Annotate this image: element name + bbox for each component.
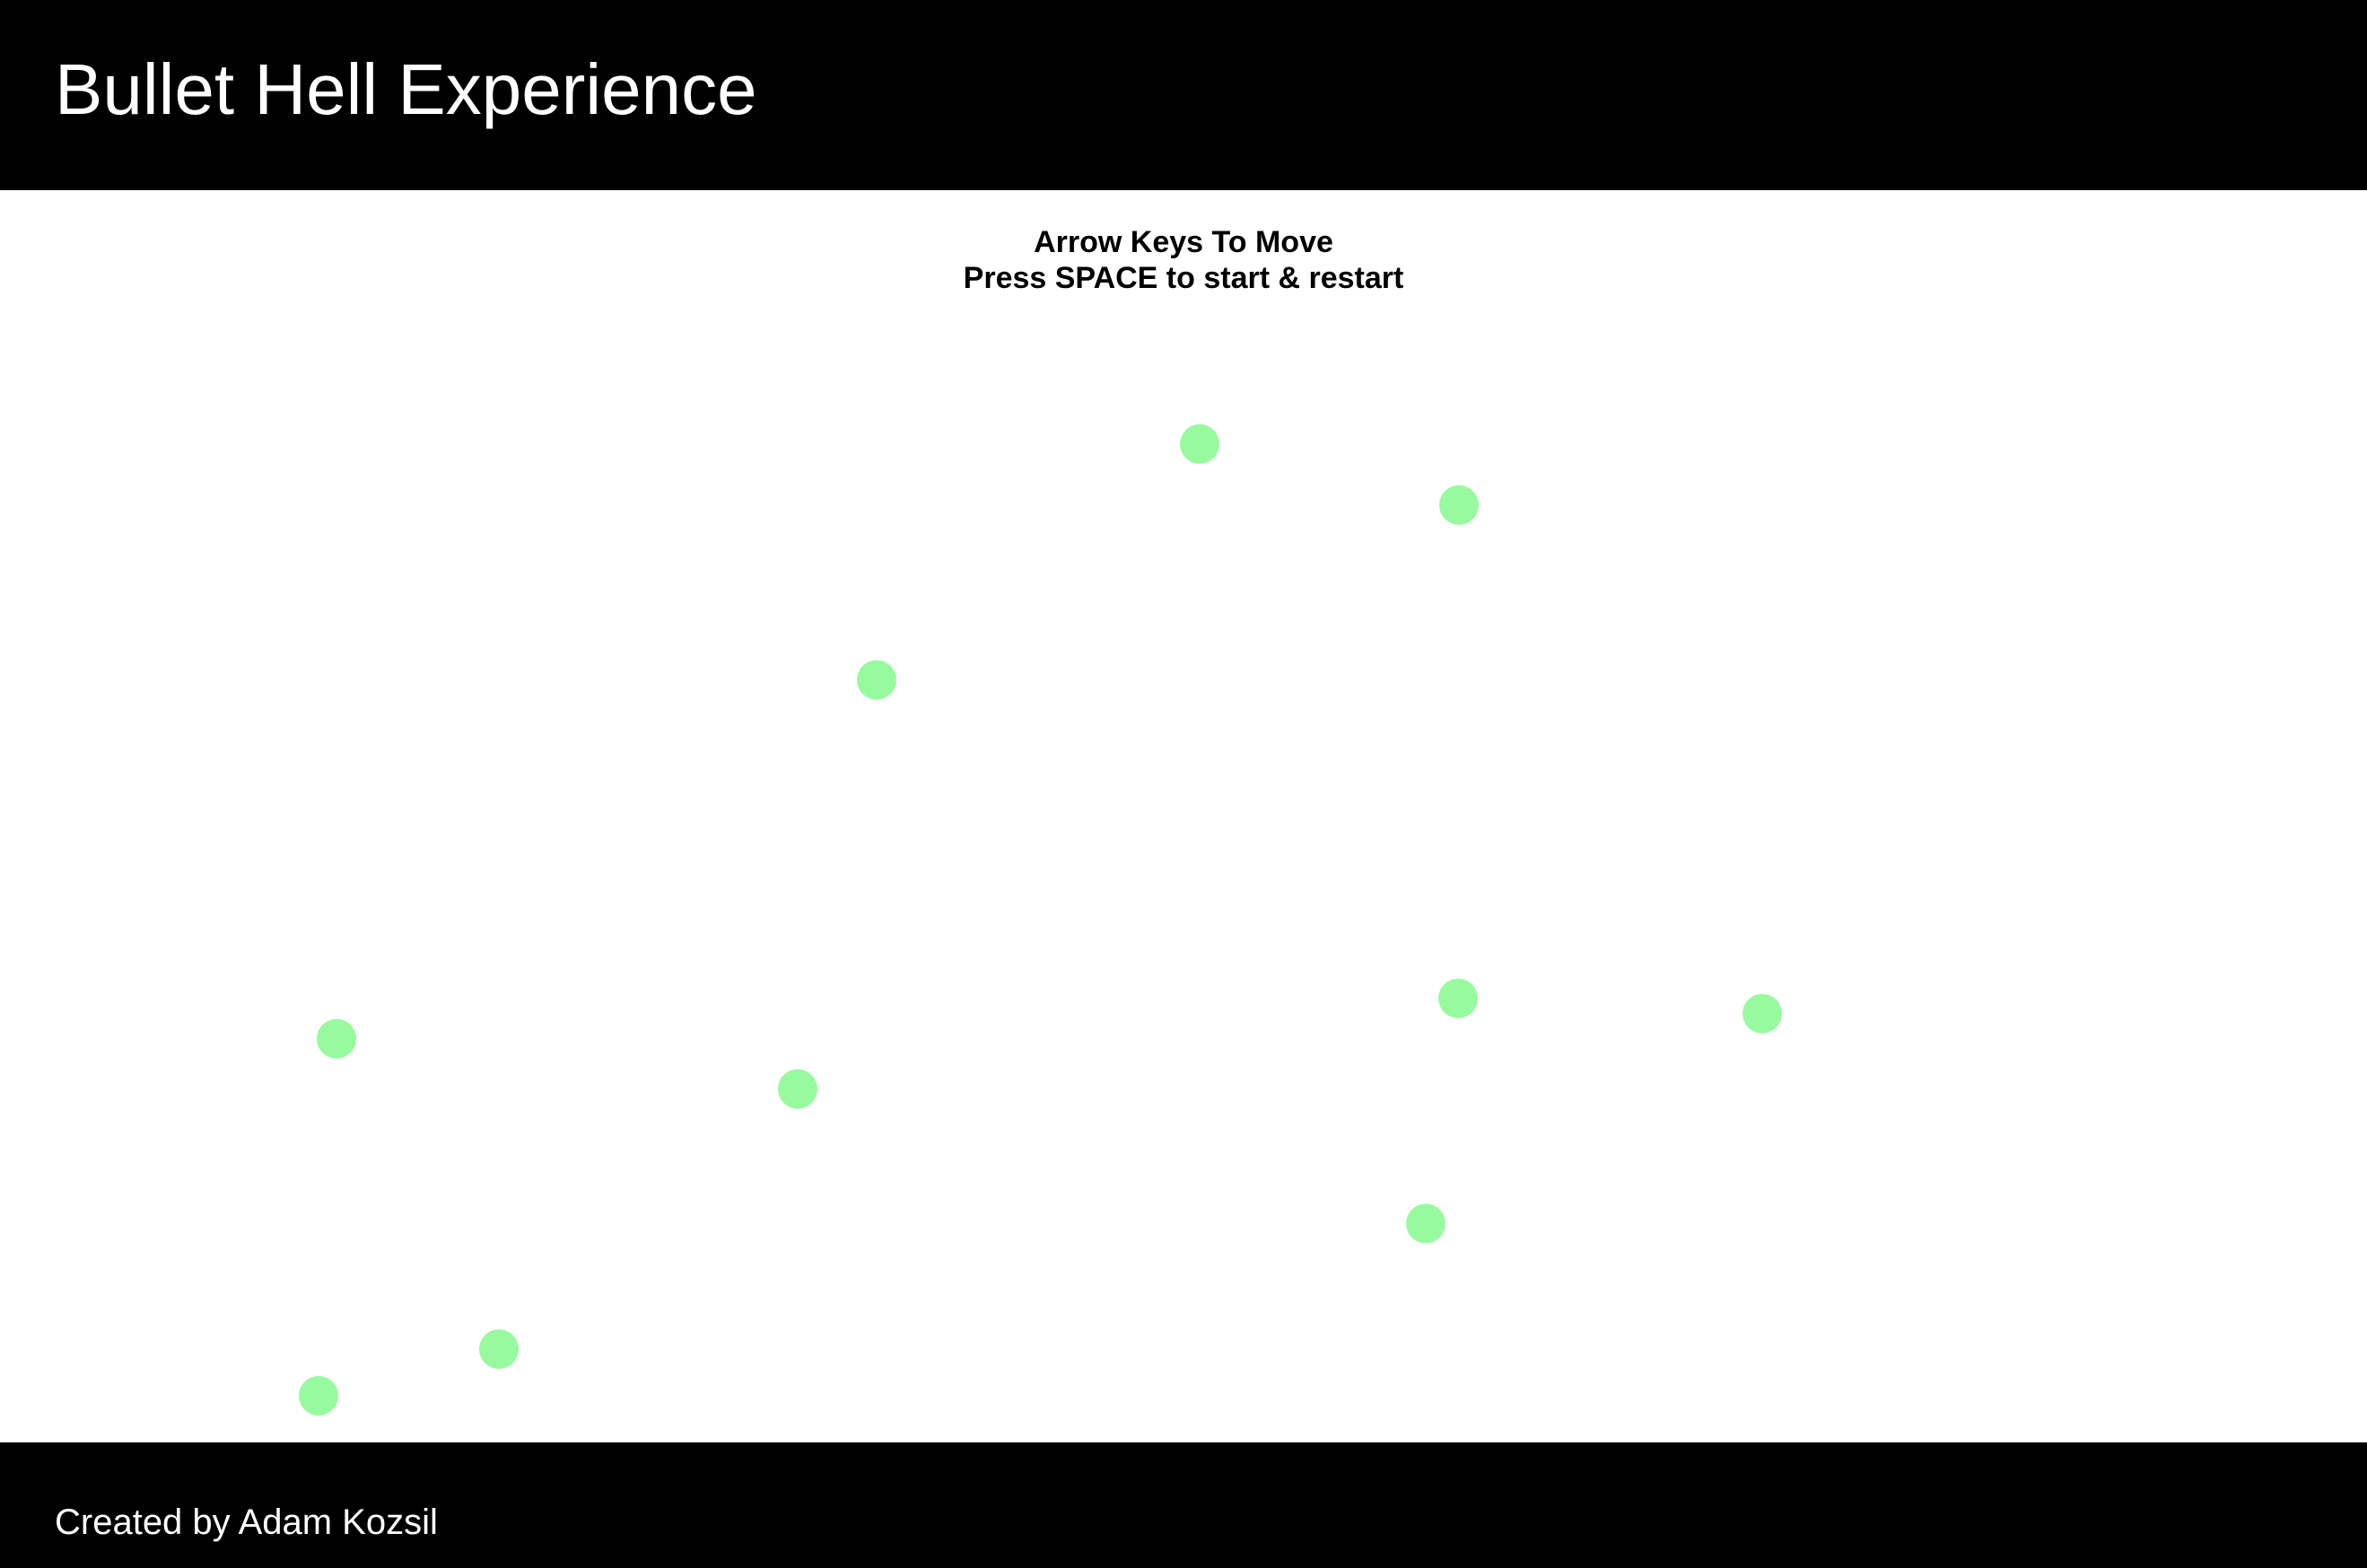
footer-credit: Created by Adam Kozsil	[55, 1503, 438, 1542]
bullet	[1406, 1204, 1446, 1243]
bullet	[778, 1069, 817, 1109]
bullet	[479, 1329, 519, 1369]
page-footer: Created by Adam Kozsil	[0, 1442, 2367, 1568]
instructions-move: Arrow Keys To Move	[1034, 225, 1333, 259]
instructions: Arrow Keys To Move Press SPACE to start …	[0, 224, 2367, 296]
bullet	[1180, 424, 1219, 464]
bullet	[299, 1376, 338, 1416]
instructions-start: Press SPACE to start & restart	[963, 261, 1404, 295]
bullet	[317, 1019, 356, 1058]
game-canvas[interactable]: Arrow Keys To Move Press SPACE to start …	[0, 190, 2367, 1442]
bullet	[1439, 485, 1479, 525]
bullet	[857, 660, 896, 700]
bullet	[1438, 979, 1478, 1018]
bullet	[1742, 994, 1782, 1033]
page-header: Bullet Hell Experience	[0, 0, 2367, 190]
page-title: Bullet Hell Experience	[55, 49, 757, 129]
